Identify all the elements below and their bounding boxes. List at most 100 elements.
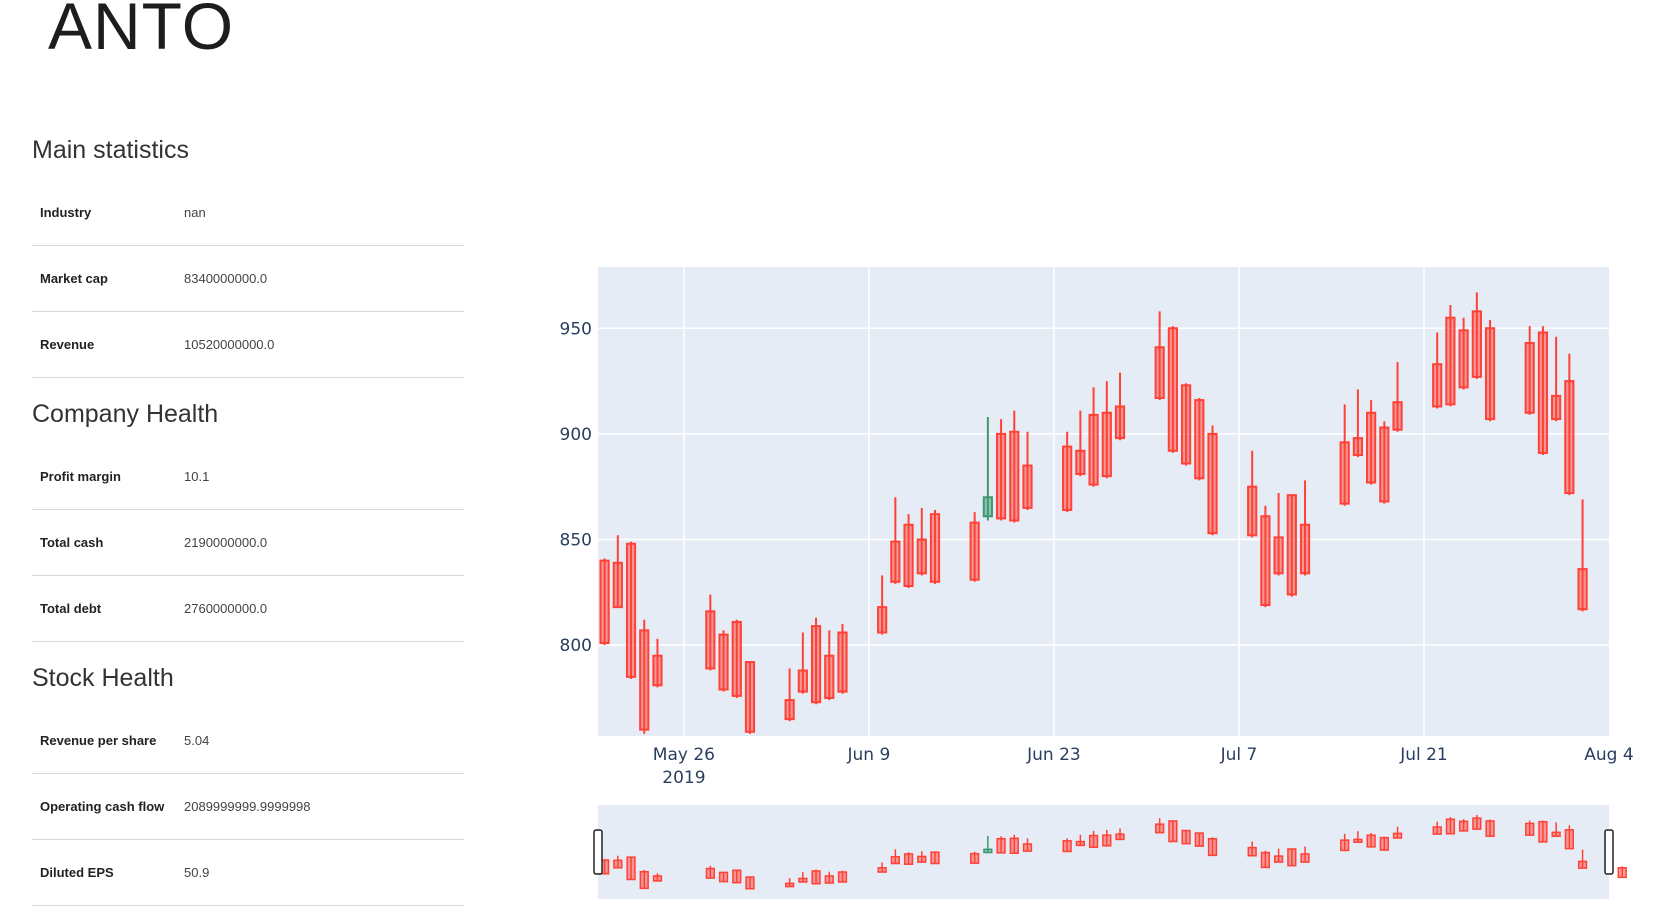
candle-body (810, 625, 822, 704)
candle (797, 632, 808, 694)
candle (969, 512, 980, 582)
rangeslider-body (1088, 834, 1099, 848)
candle (1564, 353, 1575, 496)
rangeslider-body (1022, 843, 1033, 852)
table-row: Total cash 2190000000.0 (32, 509, 464, 576)
rangeslider-candle (917, 851, 927, 863)
candle-body (1299, 523, 1311, 575)
candle-body (1009, 430, 1020, 522)
candle (1471, 292, 1482, 379)
candle (1379, 421, 1390, 504)
y-tick-label: 850 (560, 531, 592, 551)
candle-body (639, 629, 650, 731)
candle-body (1260, 515, 1271, 607)
stat-table: Industry nan Market cap 8340000000.0 Reven… (32, 180, 464, 378)
candle (1524, 326, 1535, 415)
rangeslider-candle (1273, 848, 1284, 863)
rangeslider-body (930, 851, 940, 865)
candle-body (837, 631, 848, 693)
candle (1062, 431, 1073, 513)
candle-body (1471, 310, 1482, 378)
rangeslider-body (1260, 851, 1271, 869)
rangeslider-candle (983, 835, 993, 854)
rangeslider-body (1102, 834, 1112, 847)
rangeslider-left-handle[interactable] (593, 829, 603, 875)
candle (903, 514, 914, 589)
candle-body (1392, 401, 1403, 431)
candle (718, 630, 729, 692)
candle-body (982, 496, 993, 518)
candle-body (625, 542, 637, 678)
candle (652, 638, 663, 688)
x-tick-year-label: 2019 (662, 768, 705, 788)
section-title: Main statistics (32, 136, 189, 164)
rangeslider-candle (930, 851, 940, 865)
rangeslider-candle (745, 876, 755, 890)
candle-body (1088, 413, 1099, 486)
candle-body (1458, 329, 1469, 389)
rangeslider-body (983, 848, 993, 854)
candle-body (916, 538, 927, 575)
rangeslider-candle (1062, 838, 1072, 853)
stat-table: Profit margin 10.1 Total cash 2190000000.0… (32, 444, 464, 642)
rangeslider-body (626, 856, 636, 881)
candle (1167, 326, 1178, 453)
rangeslider-body (917, 855, 927, 863)
candle (1088, 387, 1099, 487)
candle-body (1577, 568, 1588, 611)
candle (1273, 493, 1284, 576)
rangeslider-body (1577, 860, 1588, 869)
stat-label: Market cap (32, 245, 176, 312)
stat-label: Revenue (32, 311, 176, 378)
rangeslider-body (903, 853, 914, 865)
candle-body (1154, 346, 1165, 399)
rangeslider-candle (1088, 830, 1099, 848)
candle (1181, 383, 1192, 466)
candle (1366, 400, 1377, 485)
x-tick-label: Jul 7 (1220, 745, 1258, 765)
stat-value: 2760000000.0 (176, 575, 464, 642)
rangeslider-candle (1181, 829, 1191, 845)
stat-label: Profit margin (32, 444, 176, 510)
stat-value: 10520000000.0 (176, 311, 464, 378)
candle (1537, 326, 1549, 456)
rangeslider-candle (1287, 848, 1297, 867)
rangeslider-candle (1300, 846, 1310, 863)
candle (1458, 317, 1469, 390)
candle (705, 594, 716, 671)
candle (995, 419, 1007, 521)
x-tick-label: Aug 4 (1584, 745, 1633, 765)
rangeslider-body (1009, 837, 1019, 854)
rangeslider-candles (599, 814, 1627, 890)
rangeslider-candle (1075, 834, 1086, 847)
candle (890, 497, 901, 584)
table-row: Operating cash flow 2089999999.9999998 (32, 773, 464, 840)
rangeslider-candle (1564, 825, 1574, 850)
section-main-statistics: Main statistics Industry nan Market cap 83… (32, 130, 464, 378)
table-row: Revenue 10520000000.0 (32, 311, 464, 378)
candle (1207, 425, 1218, 536)
candle-body (1114, 405, 1126, 440)
rangeslider-candle (1525, 820, 1535, 836)
rangeslider-candle (1538, 820, 1548, 843)
candle (1154, 311, 1165, 401)
table-row: Profit margin 10.1 (32, 444, 464, 510)
rangeslider-candle (1009, 834, 1019, 854)
stat-value: 2089999999.9999998 (176, 773, 464, 840)
rangeslider-body (784, 882, 795, 888)
rangeslider-body (1432, 826, 1442, 835)
candle (1352, 389, 1363, 458)
rangeslider-candle (1022, 838, 1033, 852)
rangeslider-body (1617, 867, 1627, 879)
candle (1484, 319, 1496, 422)
candle-body (1207, 432, 1218, 535)
candle (1577, 499, 1588, 612)
candle (1009, 410, 1020, 523)
candle-body (995, 432, 1007, 520)
candle (1260, 505, 1271, 608)
rangeslider-right-handle[interactable] (1604, 829, 1614, 875)
candle (1022, 431, 1033, 510)
candle (1075, 410, 1086, 477)
stat-label: Total cash (32, 509, 176, 576)
